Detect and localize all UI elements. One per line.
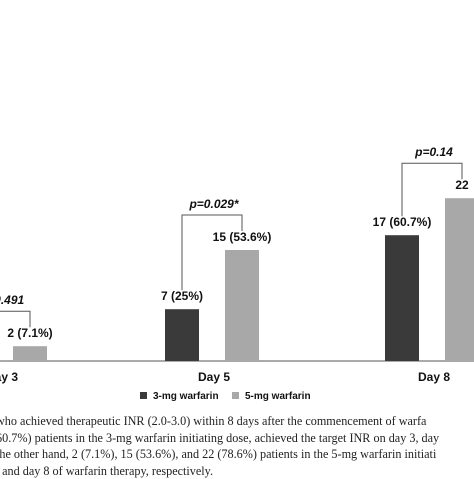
figure-caption: who achieved therapeutic INR (2.0-3.0) w… (0, 413, 474, 479)
x-tick-label-2: Day 5 (198, 370, 230, 384)
p-value-label-1: p=0.491 (0, 293, 25, 307)
data-label-0-2: 17 (60.7%) (373, 215, 432, 229)
caption-line-2: 60.7%) patients in the 3-mg warfarin ini… (0, 430, 474, 447)
legend-swatch-1 (140, 392, 147, 399)
bar-5-mg-warfarin-day-5 (225, 250, 259, 361)
caption-line-3: the other hand, 2 (7.1%), 15 (53.6%), an… (0, 446, 474, 463)
caption-line-4: , and day 8 of warfarin therapy, respect… (0, 463, 474, 479)
data-label-1-1: 15 (53.6%) (213, 230, 272, 244)
x-tick-label-3: Day 8 (418, 370, 450, 384)
bar-5-mg-warfarin-day-8 (445, 198, 474, 361)
bar-3-mg-warfarin-day-8 (385, 235, 419, 361)
p-value-label-2: p=0.029* (188, 197, 239, 211)
data-label-1-0: 2 (7.1%) (7, 326, 52, 340)
bar-3-mg-warfarin-day-5 (165, 309, 199, 361)
data-label-1-2: 22 (455, 178, 469, 192)
caption-line-1: who achieved therapeutic INR (2.0-3.0) w… (0, 413, 474, 430)
legend-label-2: 5-mg warfarin (245, 391, 311, 402)
data-label-0-1: 7 (25%) (161, 289, 203, 303)
p-value-label-3: p=0.14 (414, 145, 453, 159)
bar-5-mg-warfarin-day-3 (13, 346, 47, 361)
legend-swatch-2 (232, 392, 239, 399)
legend-label-1: 3-mg warfarin (153, 391, 219, 402)
x-tick-label-1: Day 3 (0, 370, 18, 384)
